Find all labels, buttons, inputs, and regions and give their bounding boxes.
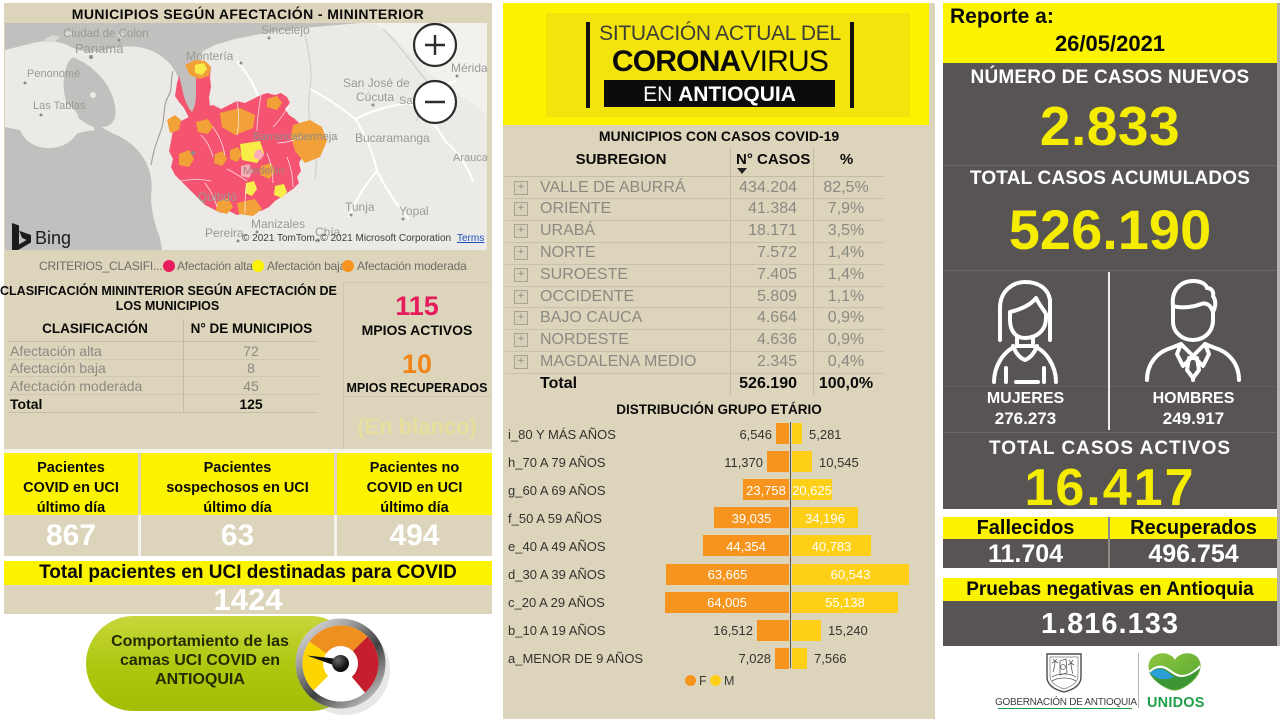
svg-text:Penonomé: Penonomé <box>27 68 80 80</box>
svg-text:San José de: San José de <box>343 76 410 90</box>
svg-text:Cúcuta: Cúcuta <box>356 90 394 104</box>
svg-text:Chía: Chía <box>315 225 341 239</box>
svg-text:Arauca: Arauca <box>453 152 487 164</box>
svg-text:Bucaramanga: Bucaramanga <box>355 131 430 145</box>
svg-text:Tunja: Tunja <box>345 200 375 214</box>
svg-text:Sincelejo: Sincelejo <box>261 23 310 37</box>
svg-text:Pereira: Pereira <box>205 226 244 240</box>
svg-text:Barrancabermeja: Barrancabermeja <box>253 131 338 143</box>
svg-text:Bing: Bing <box>35 228 71 248</box>
svg-text:Mérida: Mérida <box>451 61 487 75</box>
svg-text:Las Tablas: Las Tablas <box>33 100 86 112</box>
svg-text:Medellín: Medellín <box>243 165 285 177</box>
svg-text:© 2021 TomTom,,© 2021 Microsof: © 2021 TomTom,,© 2021 Microsoft Corporat… <box>242 233 451 244</box>
svg-text:Quibdó: Quibdó <box>198 190 237 204</box>
svg-text:Terms: Terms <box>457 233 484 244</box>
svg-text:Yopal: Yopal <box>399 204 429 218</box>
svg-text:Manizales: Manizales <box>251 217 305 231</box>
svg-text:Panamá: Panamá <box>75 41 124 56</box>
svg-text:Montería: Montería <box>186 49 234 63</box>
svg-text:Ciudad de Colon: Ciudad de Colon <box>63 28 149 40</box>
